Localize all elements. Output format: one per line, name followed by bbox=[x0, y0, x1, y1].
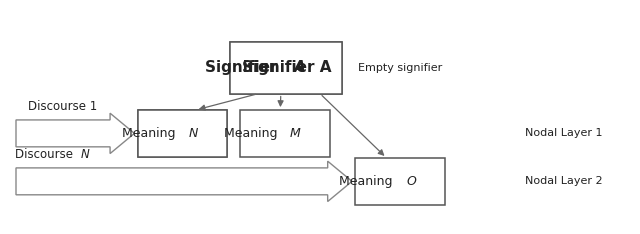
FancyArrow shape bbox=[16, 113, 134, 154]
Text: N: N bbox=[189, 127, 198, 140]
Text: Empty signifier: Empty signifier bbox=[358, 63, 443, 73]
Text: Meaning: Meaning bbox=[224, 127, 282, 140]
Bar bbox=[230, 42, 342, 94]
Text: Nodal Layer 1: Nodal Layer 1 bbox=[525, 128, 602, 138]
Text: Meaning: Meaning bbox=[122, 127, 179, 140]
Text: N: N bbox=[80, 148, 89, 161]
Text: A: A bbox=[294, 60, 306, 75]
Text: Nodal Layer 2: Nodal Layer 2 bbox=[525, 176, 602, 186]
Text: M: M bbox=[290, 127, 301, 140]
Text: O: O bbox=[406, 175, 416, 188]
Bar bbox=[355, 158, 445, 205]
Bar bbox=[240, 110, 330, 157]
Text: Discourse: Discourse bbox=[15, 148, 77, 161]
Text: Meaning: Meaning bbox=[339, 175, 397, 188]
Bar bbox=[230, 42, 342, 94]
Text: Discourse 1: Discourse 1 bbox=[28, 100, 97, 113]
Text: Signifier A: Signifier A bbox=[242, 60, 331, 75]
Bar bbox=[138, 110, 227, 157]
Text: Signifier: Signifier bbox=[205, 60, 283, 75]
FancyArrow shape bbox=[16, 161, 352, 201]
Bar bbox=[138, 110, 227, 157]
